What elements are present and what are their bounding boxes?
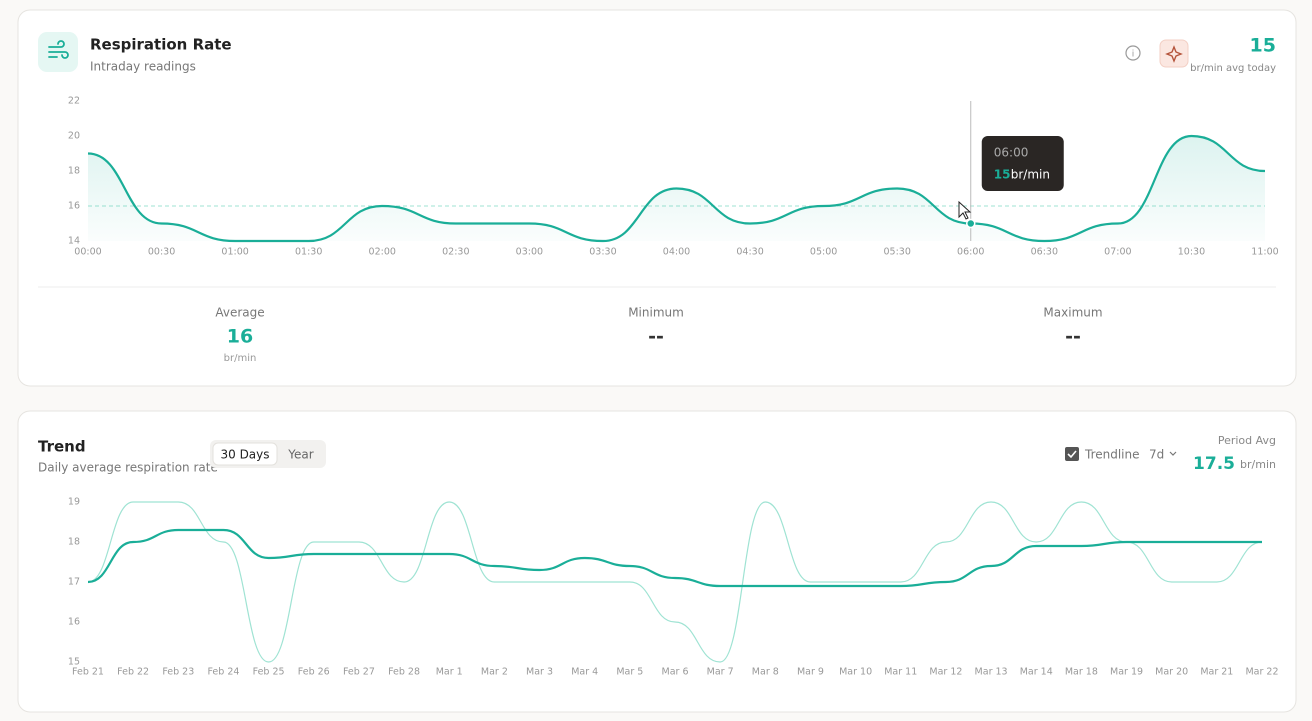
x-tick-label: 03:00	[516, 247, 543, 258]
x-tick-label: Feb 25	[253, 667, 285, 678]
x-tick-label: 04:00	[663, 247, 690, 258]
y-tick-label: 19	[68, 497, 80, 508]
period-avg-label: Period Avg	[1218, 434, 1276, 447]
x-tick-label: Feb 21	[72, 667, 104, 678]
x-tick-label: 05:30	[883, 247, 910, 258]
info-glyph: i	[1132, 50, 1135, 60]
x-tick-label: Mar 22	[1245, 667, 1278, 678]
x-tick-label: 04:30	[736, 247, 763, 258]
x-tick-label: Feb 27	[343, 667, 375, 678]
x-tick-label: Mar 9	[797, 667, 824, 678]
y-tick-label: 16	[68, 201, 80, 212]
tooltip-time: 06:00	[994, 146, 1029, 160]
trend-card	[17, 410, 1297, 713]
x-tick-label: Mar 3	[526, 667, 553, 678]
today-avg-label: br/min avg today	[1190, 63, 1276, 74]
y-tick-label: 22	[68, 96, 80, 107]
x-tick-label: 02:00	[369, 247, 396, 258]
x-tick-label: Mar 18	[1065, 667, 1098, 678]
tooltip-unit: br/min	[1011, 168, 1050, 182]
card-subtitle: Intraday readings	[90, 60, 196, 74]
x-tick-label: 03:30	[589, 247, 616, 258]
x-tick-label: 00:00	[74, 247, 101, 258]
y-tick-label: 15	[68, 657, 80, 668]
y-tick-label: 18	[68, 166, 80, 177]
tooltip-value: 15	[994, 168, 1011, 182]
x-tick-label: Mar 13	[975, 667, 1008, 678]
stat-value: --	[1065, 326, 1081, 348]
tab[interactable]: 30 Days	[220, 448, 269, 462]
cursor	[958, 200, 972, 220]
x-tick-label: 05:00	[810, 247, 837, 258]
x-tick-label: 01:30	[295, 247, 322, 258]
x-tick-label: Feb 26	[298, 667, 330, 678]
x-tick-label: 00:30	[148, 247, 175, 258]
x-tick-label: Feb 24	[207, 667, 239, 678]
x-tick-label: 10:30	[1178, 247, 1205, 258]
info-button[interactable]	[1125, 45, 1141, 61]
ai-button[interactable]	[1159, 39, 1189, 68]
x-tick-label: Mar 2	[481, 667, 508, 678]
line	[87, 528, 1262, 588]
line	[87, 134, 1266, 243]
tooltip	[981, 136, 1064, 191]
hover-dot	[966, 218, 976, 229]
x-tick-label: Mar 7	[707, 667, 734, 678]
x-tick-label: 07:00	[1104, 247, 1131, 258]
stat-label: Minimum	[628, 306, 684, 320]
chevron	[1169, 451, 1177, 456]
y-tick-label: 17	[68, 577, 80, 588]
x-tick-label: Mar 11	[884, 667, 917, 678]
x-tick-label: 02:30	[442, 247, 469, 258]
x-tick-label: Mar 8	[752, 667, 779, 678]
check-glyph	[1067, 450, 1077, 459]
today-avg: 15	[1250, 35, 1276, 57]
x-tick-label: Feb 22	[117, 667, 149, 678]
trend-subtitle: Daily average respiration rate	[38, 461, 218, 475]
x-tick-label: Mar 5	[616, 667, 643, 678]
tab-active[interactable]	[212, 442, 278, 466]
x-tick-label: Mar 1	[436, 667, 463, 678]
stat-value: --	[648, 326, 664, 348]
x-tick-label: 06:00	[957, 247, 984, 258]
y-tick-label: 20	[68, 131, 80, 142]
trend-title: Trend	[38, 438, 86, 456]
stat-label: Maximum	[1043, 306, 1102, 320]
x-tick-label: Feb 23	[162, 667, 194, 678]
stat-unit: br/min	[224, 353, 257, 364]
period-avg-unit: br/min	[1240, 458, 1276, 471]
x-tick-label: Mar 12	[929, 667, 962, 678]
stat-value: 16	[227, 326, 253, 348]
x-tick-label: 01:00	[221, 247, 248, 258]
x-tick-label: Mar 14	[1020, 667, 1053, 678]
trendline-label[interactable]: Trendline	[1084, 448, 1140, 462]
x-tick-label: Feb 28	[388, 667, 420, 678]
x-tick-label: 06:30	[1031, 247, 1058, 258]
y-tick-label: 14	[68, 236, 80, 247]
period-avg: 17.5	[1193, 454, 1235, 474]
tab[interactable]: Year	[287, 448, 313, 462]
x-tick-label: 11:00	[1251, 247, 1278, 258]
trendline-checkbox[interactable]	[1065, 447, 1079, 461]
wind-icon	[48, 40, 69, 59]
y-tick-label: 18	[68, 537, 80, 548]
x-tick-label: Mar 4	[571, 667, 598, 678]
sparkle-icon	[1165, 45, 1183, 63]
x-tick-label: Mar 20	[1155, 667, 1188, 678]
y-tick-label: 16	[68, 617, 80, 628]
x-tick-label: Mar 21	[1200, 667, 1233, 678]
x-tick-label: Mar 6	[662, 667, 689, 678]
x-tick-label: Mar 19	[1110, 667, 1143, 678]
card-title: Respiration Rate	[90, 36, 232, 54]
stat-label: Average	[215, 306, 264, 320]
line	[87, 501, 1263, 663]
x-tick-label: Mar 10	[839, 667, 872, 678]
window-select[interactable]: 7d	[1149, 448, 1164, 462]
